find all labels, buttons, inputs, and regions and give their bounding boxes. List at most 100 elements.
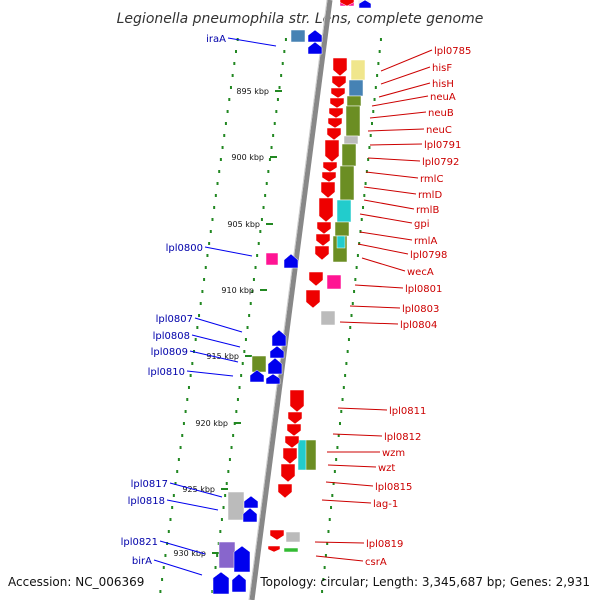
gene-label-rmlC: rmlC bbox=[420, 174, 443, 185]
gene-label-lpl0808: lpl0808 bbox=[153, 331, 190, 342]
gc-dot bbox=[233, 62, 236, 65]
forward-gene-arrow bbox=[316, 221, 332, 235]
gc-dot bbox=[324, 554, 327, 557]
kbp-label: 920 kbp bbox=[195, 419, 228, 428]
gc-dot bbox=[265, 182, 268, 185]
forward-gene-arrow bbox=[321, 171, 337, 183]
gc-dot bbox=[344, 374, 347, 377]
label-connector bbox=[363, 199, 415, 210]
reverse-gene-arrow bbox=[269, 345, 285, 359]
cog-box bbox=[283, 547, 299, 553]
gene-label-lpl0819: lpl0819 bbox=[366, 539, 403, 550]
gene-label-lpl0807: lpl0807 bbox=[156, 314, 193, 325]
forward-gene-arrow bbox=[305, 289, 321, 309]
gc-dot bbox=[379, 38, 382, 41]
forward-gene-arrow bbox=[320, 181, 336, 199]
gc-dot bbox=[283, 50, 286, 53]
backbone-line bbox=[249, 0, 333, 600]
gc-dot bbox=[182, 422, 185, 425]
gc-dot bbox=[252, 278, 255, 281]
cog-track bbox=[218, 0, 371, 569]
gc-dot bbox=[199, 302, 202, 305]
gc-dot bbox=[213, 206, 216, 209]
gc-dot bbox=[259, 230, 262, 233]
gene-label-lpl0792: lpl0792 bbox=[422, 157, 459, 168]
label-connector bbox=[194, 317, 243, 333]
cog-box bbox=[265, 252, 279, 266]
gc-dot bbox=[340, 410, 343, 413]
forward-gene-arrow bbox=[330, 87, 346, 99]
gc-dot bbox=[214, 194, 217, 197]
cog-box bbox=[336, 235, 346, 249]
label-connector bbox=[367, 157, 421, 162]
cog-box bbox=[326, 274, 342, 290]
gc-dot bbox=[225, 482, 228, 485]
gc-dot bbox=[226, 110, 229, 113]
gc-dot bbox=[328, 518, 331, 521]
gc-dot bbox=[222, 506, 225, 509]
gene-label-lpl0809: lpl0809 bbox=[151, 347, 188, 358]
label-connector bbox=[325, 481, 374, 487]
gc-dot bbox=[370, 122, 373, 125]
gc-dot bbox=[230, 446, 233, 449]
gc-dot bbox=[358, 242, 361, 245]
gc-dot bbox=[243, 350, 246, 353]
gc-dot bbox=[235, 410, 238, 413]
gc-dot bbox=[214, 566, 217, 569]
gc-dot bbox=[363, 194, 366, 197]
gc-dot bbox=[218, 170, 221, 173]
gene-label-wzt: wzt bbox=[378, 463, 395, 474]
gc-dot bbox=[327, 530, 330, 533]
gene-label-iraA: iraA bbox=[206, 34, 226, 45]
cog-box bbox=[227, 491, 245, 521]
forward-gene-arrow bbox=[286, 423, 302, 437]
gc-dot bbox=[355, 266, 358, 269]
accession-text: Accession: NC_006369 bbox=[8, 575, 144, 589]
gene-label-rmlA: rmlA bbox=[414, 236, 437, 247]
gc-dot bbox=[246, 326, 249, 329]
topology-text: Topology: circular; Length: 3,345,687 bp… bbox=[259, 575, 590, 589]
gc-dot bbox=[224, 122, 227, 125]
label-connector bbox=[169, 482, 223, 498]
gc-dot bbox=[228, 458, 231, 461]
gc-dot bbox=[281, 62, 284, 65]
kbp-label: 930 kbp bbox=[173, 549, 206, 558]
label-connector bbox=[371, 95, 429, 107]
gc-dot bbox=[241, 362, 244, 365]
gene-label-hisF: hisF bbox=[432, 63, 452, 74]
gc-dot bbox=[332, 482, 335, 485]
gc-dot bbox=[217, 542, 220, 545]
label-connector bbox=[363, 186, 417, 195]
reverse-gene-arrow bbox=[212, 571, 230, 595]
gc-dot bbox=[248, 314, 251, 317]
reverse-gene-arrow bbox=[265, 373, 281, 385]
gc-dot bbox=[174, 482, 177, 485]
gc-dot bbox=[216, 554, 219, 557]
gc-dot bbox=[223, 134, 226, 137]
gene-labels: lpl0785 hisF hisH neuA neuB neuC lpl0791 lpl079… bbox=[121, 34, 472, 568]
forward-gene-arrow bbox=[315, 233, 331, 247]
gc-dot bbox=[372, 110, 375, 113]
label-connector bbox=[354, 284, 404, 289]
label-connector bbox=[159, 540, 206, 555]
gc-dot bbox=[347, 338, 350, 341]
label-connector bbox=[380, 49, 433, 72]
gc-dot bbox=[354, 278, 357, 281]
label-connector bbox=[332, 433, 383, 437]
gc-dot bbox=[211, 218, 214, 221]
forward-gene-arrow bbox=[322, 161, 338, 173]
label-connector bbox=[166, 499, 219, 511]
gc-dot bbox=[179, 446, 182, 449]
forward-gene-arrow bbox=[308, 271, 324, 287]
gene-label-lpl0817: lpl0817 bbox=[131, 479, 168, 490]
gc-dot bbox=[169, 518, 172, 521]
reverse-gene-arrow bbox=[267, 357, 283, 375]
gc-dot bbox=[335, 458, 338, 461]
gene-label-lpl0791: lpl0791 bbox=[424, 140, 461, 151]
gc-dot bbox=[350, 314, 353, 317]
gene-label-rmlB: rmlB bbox=[416, 205, 439, 216]
gc-dot bbox=[322, 578, 325, 581]
cog-box bbox=[348, 79, 364, 97]
gc-dot bbox=[159, 590, 162, 593]
gc-dot bbox=[177, 458, 180, 461]
